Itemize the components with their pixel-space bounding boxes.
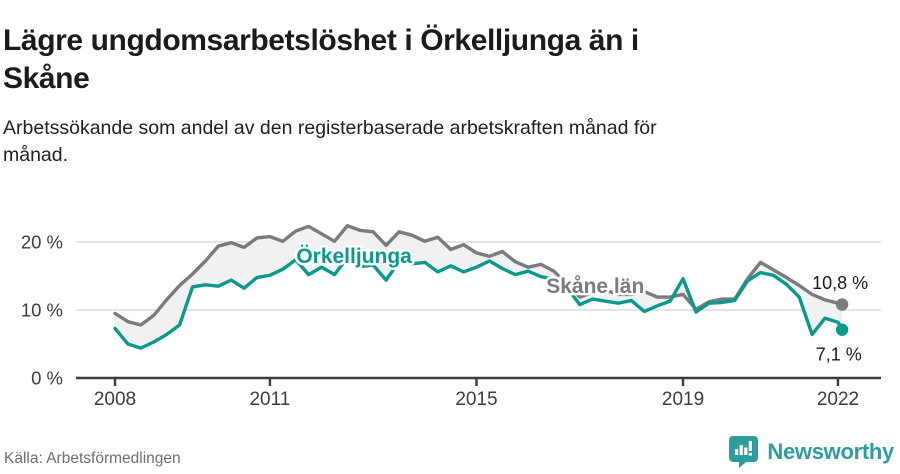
- end-value-label: 10,8 %: [812, 273, 868, 293]
- chart-subtitle: Arbetssökande som andel av den registerb…: [3, 115, 860, 170]
- x-axis-tick-label: 2011: [249, 389, 290, 410]
- series-line--rkelljunga: [113, 255, 844, 350]
- x-axis-tick-label: 2019: [662, 389, 704, 410]
- x-axis-tick-label: 2015: [455, 389, 497, 410]
- title-line-1: Lägre ungdomsarbetslöshet i Örkelljunga …: [3, 24, 639, 58]
- end-value-label: 7,1 %: [816, 344, 862, 364]
- x-axis-tick-label: 2008: [94, 389, 136, 410]
- newsworthy-logo: Newsworthy: [728, 435, 894, 469]
- series-label: Örkelljunga: [296, 245, 412, 268]
- series-label: Skåne län: [546, 275, 644, 298]
- source-note: Källa: Arbetsförmedlingen: [4, 450, 181, 467]
- y-axis-tick-label: 10 %: [21, 300, 63, 321]
- series-end-dot: [835, 298, 849, 311]
- unemployment-line-chart: 0 % 10 % 20 % 2008 2011 2015 2019 2022 Skåne län…: [21, 224, 881, 410]
- series-line-sk-ne-l-n: [113, 224, 844, 327]
- x-axis-tick-label: 2022: [817, 389, 859, 410]
- newsworthy-bubble-chart-icon: [729, 436, 759, 468]
- y-axis-tick-label: 20 %: [21, 232, 63, 253]
- y-axis-tick-label: 0 %: [31, 368, 63, 389]
- title-line-2: Skåne: [3, 61, 90, 95]
- series-gap-fill: [115, 225, 843, 349]
- brand-name: Newsworthy: [767, 439, 894, 464]
- subtitle-line-2: månad.: [3, 144, 69, 167]
- subtitle-line-1: Arbetssökande som andel av den registerb…: [3, 117, 657, 139]
- page-title: Lägre ungdomsarbetslöshet i Örkelljunga …: [3, 22, 892, 98]
- series-end-dot: [835, 323, 849, 336]
